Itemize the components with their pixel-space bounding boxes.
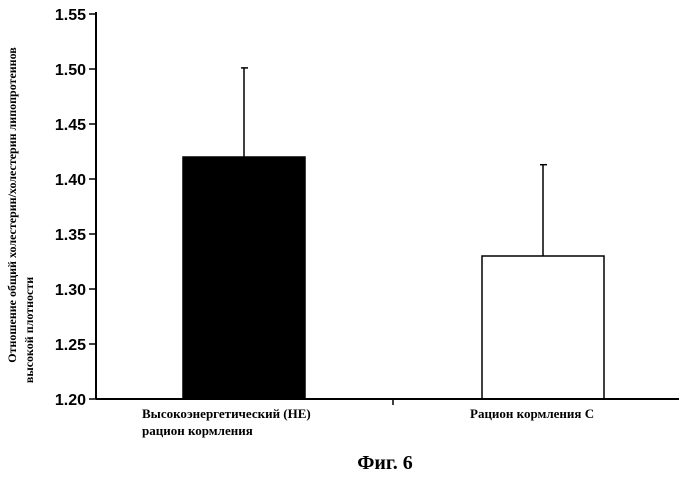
y-axis-ticks: 1.20 1.25 1.30 1.35 1.40 1.45 1.50 1.55	[55, 7, 96, 409]
x-category-label: Высокоэнергетический (НЕ)	[142, 406, 311, 421]
bar	[482, 256, 604, 399]
figure-caption: Фиг. 6	[357, 452, 413, 474]
x-category-label: Рацион кормления С	[470, 406, 594, 421]
y-tick-label: 1.50	[55, 62, 86, 79]
y-tick-label: 1.35	[55, 227, 86, 244]
bar	[183, 157, 305, 399]
y-tick-label: 1.40	[55, 172, 86, 189]
y-axis-label-line-2: высокой плотности	[22, 277, 36, 383]
y-tick-label: 1.45	[55, 117, 86, 134]
x-category-label: рацион кормления	[142, 423, 253, 438]
y-tick-label: 1.55	[55, 7, 86, 24]
y-tick-label: 1.20	[55, 392, 86, 409]
y-tick-label: 1.30	[55, 282, 86, 299]
y-tick-label: 1.25	[55, 337, 86, 354]
x-axis-category-labels: Высокоэнергетический (НЕ) рацион кормлени…	[142, 406, 594, 438]
y-axis-label-line-1: Отношение общий холестерин/холестерин ли…	[5, 47, 19, 363]
bars	[183, 68, 604, 399]
